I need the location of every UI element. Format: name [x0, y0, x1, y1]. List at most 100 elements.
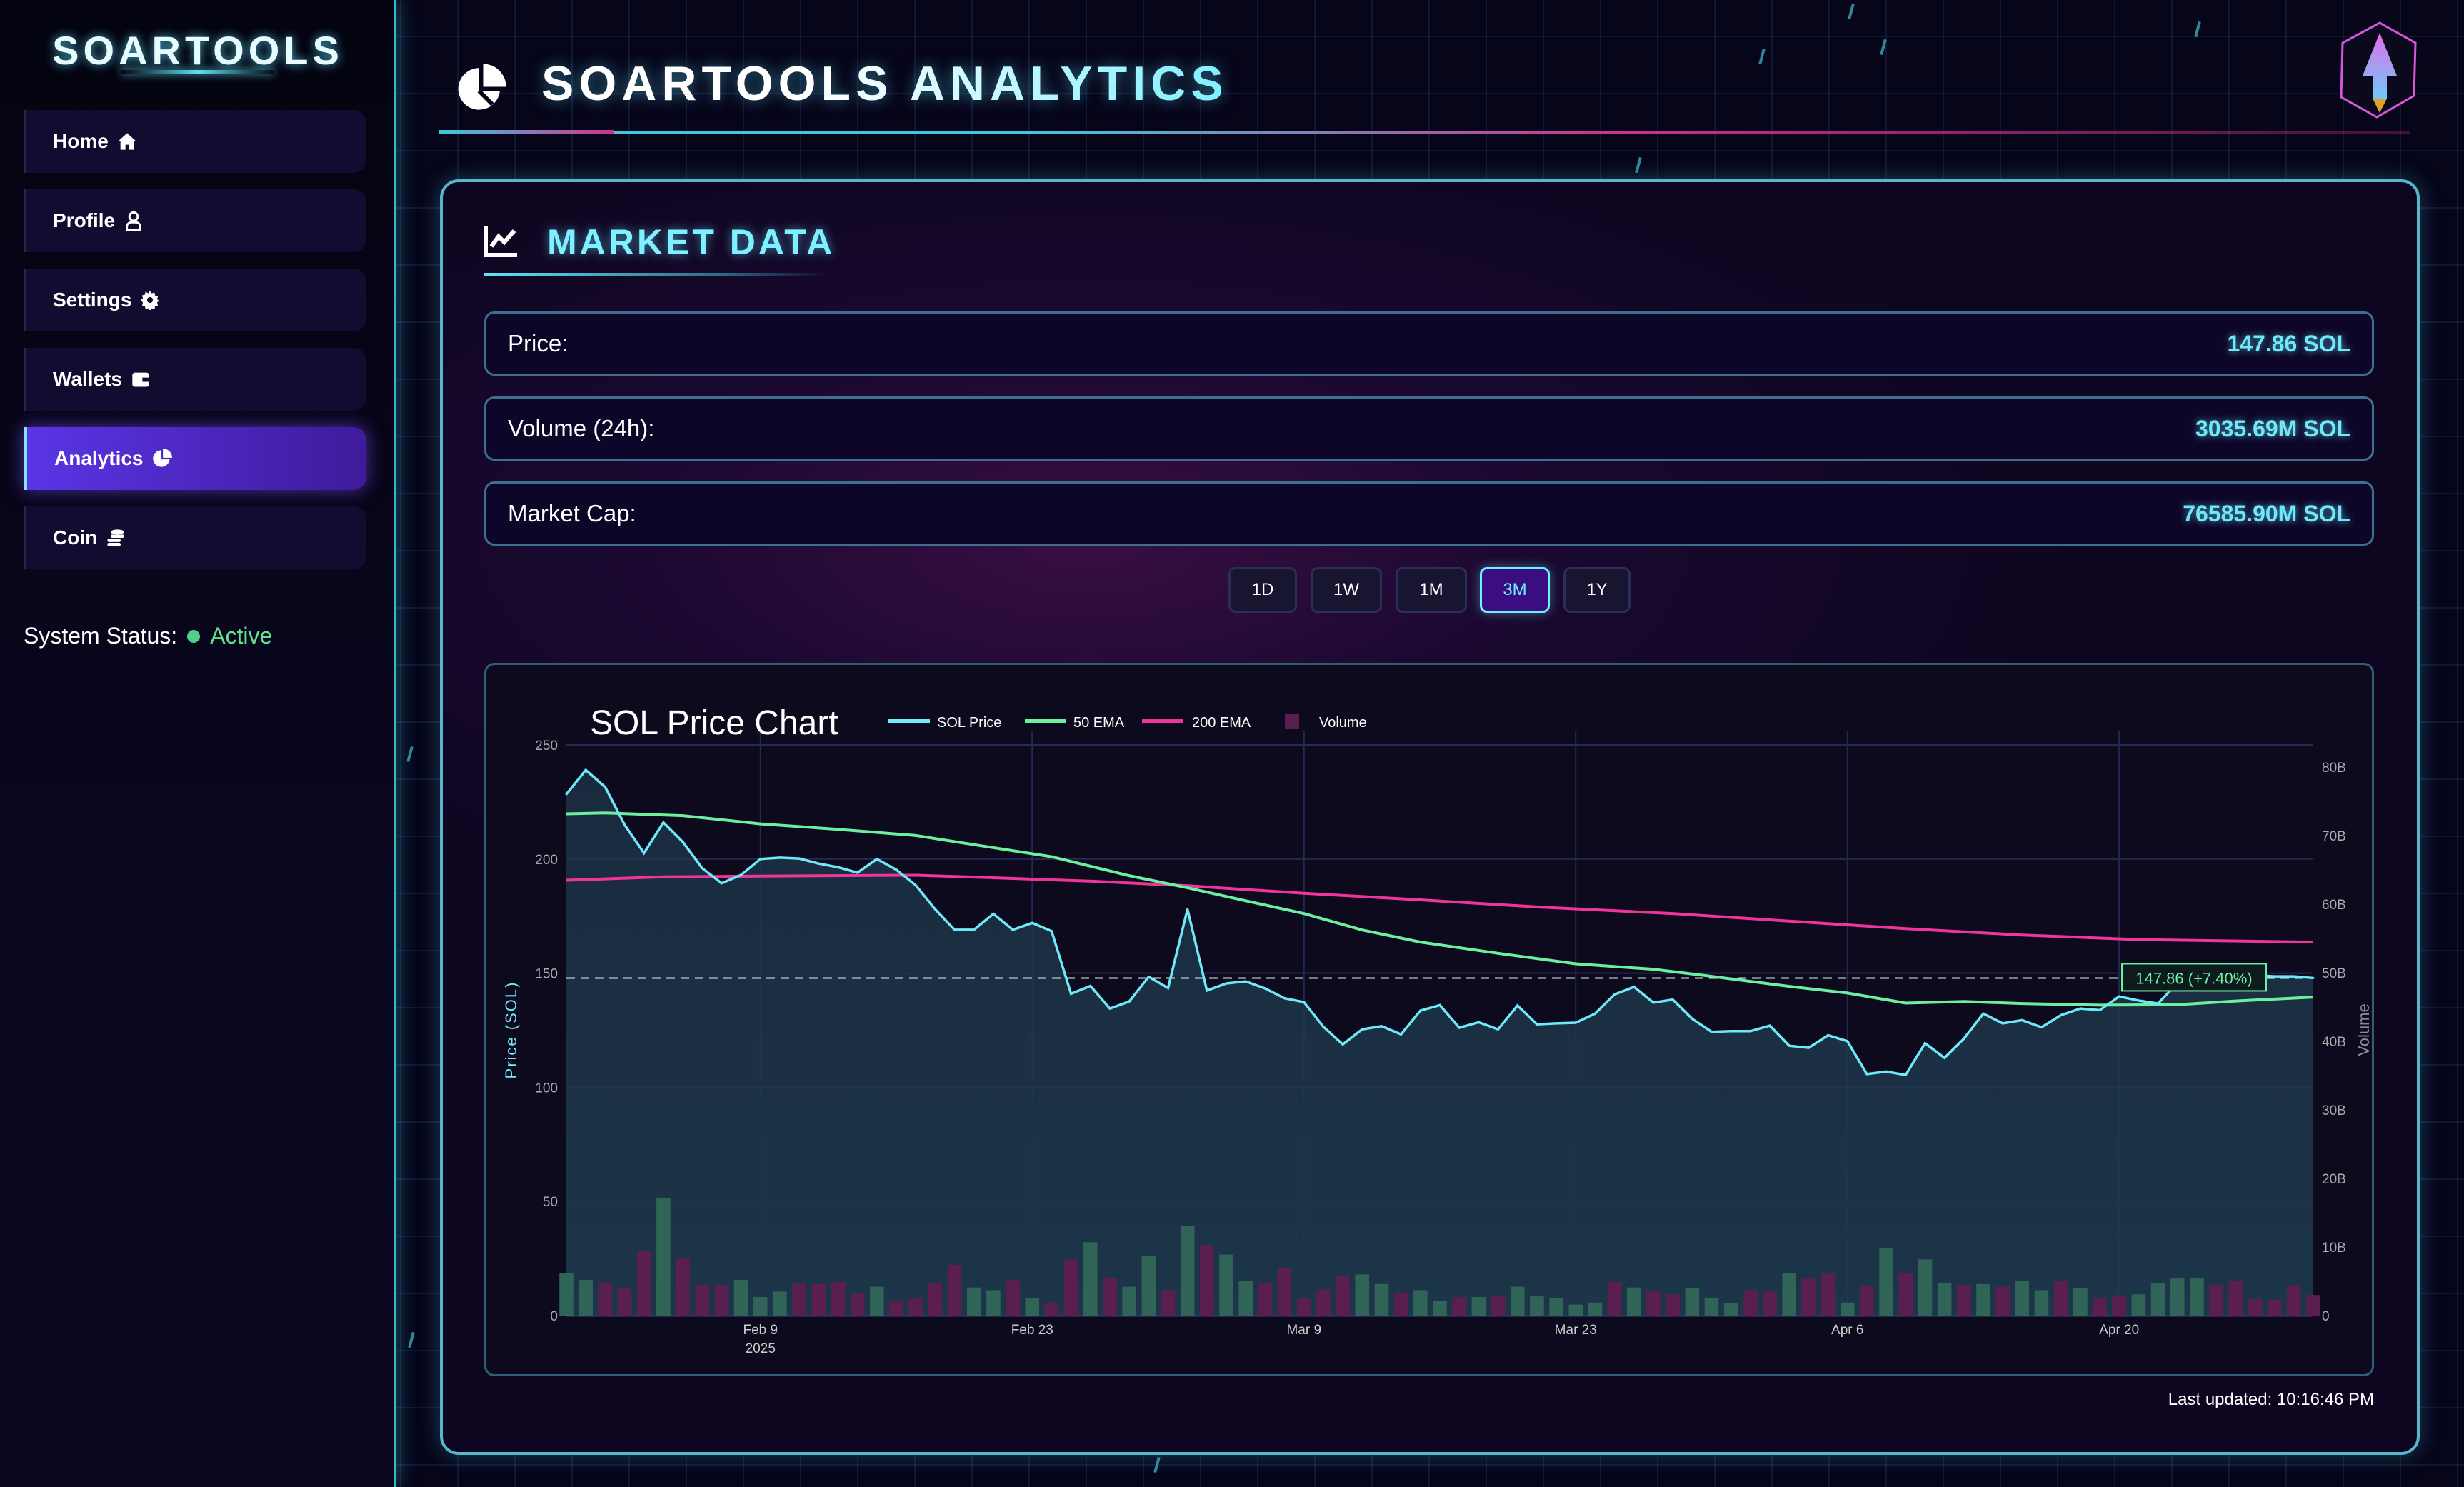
- price-point: [1516, 1004, 1519, 1007]
- price-point: [1671, 998, 1674, 1001]
- y2-tick-label: 10B: [2322, 1241, 2346, 1256]
- price-point: [643, 851, 646, 854]
- timeframe-1w-button[interactable]: 1W: [1311, 567, 1382, 613]
- price-row: Price: 147.86 SOL: [484, 311, 2374, 376]
- sidebar-item-home[interactable]: Home: [24, 110, 366, 173]
- volume-bar: [2209, 1284, 2223, 1316]
- y-tick-label: 150: [535, 967, 558, 982]
- last-updated: Last updated: 10:16:46 PM: [2168, 1390, 2374, 1409]
- price-point: [2079, 1007, 2082, 1010]
- volume-bar: [1860, 1285, 1874, 1316]
- sidebar-item-coin[interactable]: Coin: [24, 506, 366, 569]
- rocket-logo-icon: [2340, 21, 2417, 119]
- price-point: [798, 857, 801, 860]
- legend-ema50[interactable]: 50 EMA: [1073, 715, 1125, 731]
- price-point: [1943, 1056, 1946, 1059]
- price-area: [566, 770, 2313, 1316]
- section-title: MARKET DATA: [547, 222, 836, 262]
- sidebar-logo: SOARTOOLS: [52, 28, 344, 73]
- volume-bar: [1044, 1303, 1059, 1316]
- y-tick-label: 200: [535, 853, 558, 868]
- price-point: [2157, 1002, 2160, 1005]
- volume-bar: [1277, 1267, 1292, 1316]
- volume-bar: [733, 1280, 748, 1316]
- volume-bar: [1510, 1286, 1525, 1316]
- price-point: [1263, 987, 1266, 990]
- volume-bar: [1316, 1289, 1331, 1316]
- volume-bar: [1840, 1302, 1855, 1316]
- price-point: [662, 821, 665, 824]
- volume-bar: [792, 1282, 806, 1316]
- x-tick-sublabel: 2025: [746, 1341, 776, 1356]
- price-point: [1768, 1024, 1771, 1027]
- price-point: [778, 856, 781, 859]
- x-tick-label: Apr 20: [2099, 1323, 2139, 1338]
- sidebar-item-label: Settings: [53, 289, 132, 311]
- price-point: [992, 913, 995, 916]
- volume-bar: [695, 1284, 710, 1316]
- y2-tick-label: 80B: [2322, 761, 2346, 776]
- timeframe-1m-button[interactable]: 1M: [1396, 567, 1467, 613]
- sidebar-item-analytics[interactable]: Analytics: [24, 427, 366, 490]
- decor-streak: [408, 1331, 415, 1348]
- y2-tick-label: 20B: [2322, 1172, 2346, 1187]
- sidebar-item-label: Wallets: [53, 368, 122, 390]
- price-point: [1225, 982, 1228, 985]
- volume-bar: [1821, 1273, 1836, 1316]
- price-point: [1574, 1021, 1577, 1024]
- volume-value: 3035.69M SOL: [2195, 415, 2350, 441]
- volume-bar: [2306, 1295, 2320, 1316]
- legend-ema50-swatch: [1025, 719, 1066, 723]
- sidebar-item-wallets[interactable]: Wallets: [24, 348, 366, 411]
- volume-bar: [714, 1284, 729, 1316]
- volume-bar: [1685, 1288, 1700, 1316]
- legend-volume[interactable]: Volume: [1319, 715, 1367, 731]
- price-point: [1652, 1001, 1655, 1004]
- volume-bar: [636, 1250, 651, 1316]
- volume-bar: [1898, 1273, 1913, 1316]
- pie-chart-icon: [152, 449, 172, 467]
- price-point: [1923, 1042, 1926, 1045]
- price-point: [1303, 1001, 1306, 1003]
- volume-bar: [1355, 1274, 1370, 1316]
- price-point: [1827, 1034, 1830, 1037]
- y-tick-label: 250: [535, 739, 558, 753]
- price-chart[interactable]: 147.86 (+7.40%) 0 50 100 150 200 250 0 10B 20B 30B…: [484, 663, 2374, 1376]
- price-point: [836, 866, 839, 868]
- volume-bar: [2190, 1278, 2204, 1316]
- legend-ema200[interactable]: 200 EMA: [1192, 715, 1251, 731]
- volume-bar: [1471, 1297, 1486, 1316]
- gear-icon: [141, 291, 160, 310]
- legend-price[interactable]: SOL Price: [937, 715, 1001, 731]
- volume-bar: [986, 1290, 1001, 1316]
- sidebar: SOARTOOLS Home Profile Settings Wallets …: [0, 0, 396, 1487]
- price-point: [1846, 1040, 1849, 1043]
- volume-row: Volume (24h): 3035.69M SOL: [484, 396, 2374, 461]
- system-status: System Status: Active: [24, 623, 272, 649]
- volume-bar: [1374, 1283, 1389, 1316]
- price-point: [1167, 986, 1170, 989]
- x-tick-label: Feb 9: [743, 1323, 778, 1338]
- volume-bar: [1879, 1247, 1893, 1316]
- timeframe-1d-button[interactable]: 1D: [1228, 567, 1297, 613]
- price-annotation-box: [2121, 963, 2267, 992]
- price-point: [1633, 986, 1636, 988]
- price-point: [1749, 1030, 1752, 1033]
- price-point: [1477, 1021, 1480, 1023]
- legend-volume-swatch: [1285, 714, 1299, 729]
- sidebar-item-profile[interactable]: Profile: [24, 189, 366, 252]
- status-value: Active: [210, 623, 273, 649]
- y2-tick-label: 30B: [2322, 1103, 2346, 1118]
- price-point: [1710, 1031, 1713, 1033]
- timeframe-1y-button[interactable]: 1Y: [1563, 567, 1631, 613]
- volume-bar: [1219, 1254, 1233, 1316]
- volume-bar: [850, 1293, 865, 1316]
- price-point: [973, 928, 976, 931]
- volume-bar: [1433, 1301, 1447, 1316]
- sidebar-item-settings[interactable]: Settings: [24, 269, 366, 331]
- price-point: [2060, 1013, 2063, 1016]
- timeframe-3m-button[interactable]: 3M: [1480, 567, 1550, 613]
- volume-bar: [1336, 1276, 1350, 1316]
- price-point: [1108, 1007, 1111, 1010]
- volume-bar: [2073, 1288, 2088, 1316]
